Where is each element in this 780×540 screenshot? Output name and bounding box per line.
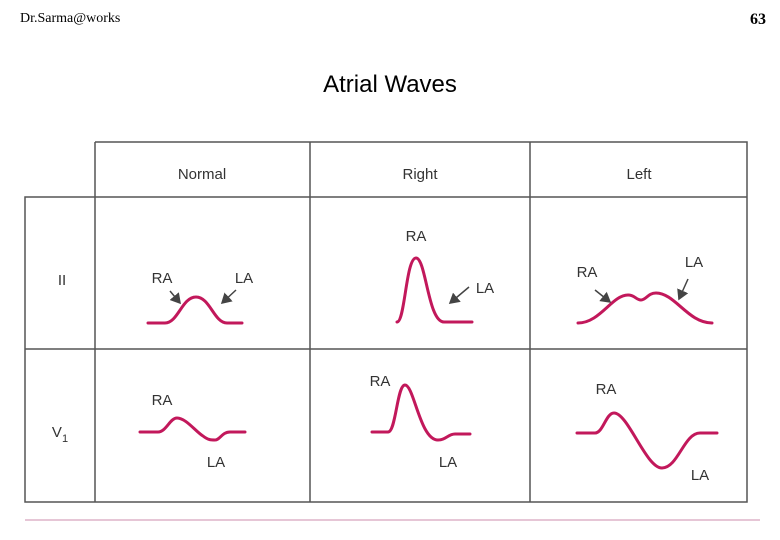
column-header: Right	[402, 166, 438, 183]
wave-label: RA	[370, 373, 391, 390]
wave-label: LA	[439, 454, 457, 471]
column-header: Normal	[178, 166, 226, 183]
wave-label: LA	[691, 467, 709, 484]
wave-label: RA	[406, 228, 427, 245]
waveform	[370, 383, 472, 442]
waveform	[146, 295, 244, 325]
lead-text: V	[52, 424, 62, 441]
wave-label: LA	[207, 454, 225, 471]
waveform	[575, 411, 719, 470]
table-grid	[24, 141, 748, 503]
row-lead: II	[58, 272, 66, 289]
page-number: 63	[750, 11, 766, 28]
wave-label: LA	[685, 254, 703, 271]
author: Dr.Sarma@works	[20, 11, 120, 26]
wave-label: RA	[596, 381, 617, 398]
waveform	[576, 291, 714, 325]
waveform	[395, 256, 474, 324]
wave-label: RA	[152, 270, 173, 287]
wave-label: LA	[476, 280, 494, 297]
slide-title: Atrial Waves	[323, 71, 457, 98]
row-lead: V1	[52, 424, 68, 445]
lead-subscript: 1	[62, 433, 68, 445]
waveform	[138, 416, 247, 442]
wave-label: LA	[235, 270, 253, 287]
wave-label: RA	[152, 392, 173, 409]
column-header: Left	[626, 166, 652, 183]
wave-label: RA	[577, 264, 598, 281]
